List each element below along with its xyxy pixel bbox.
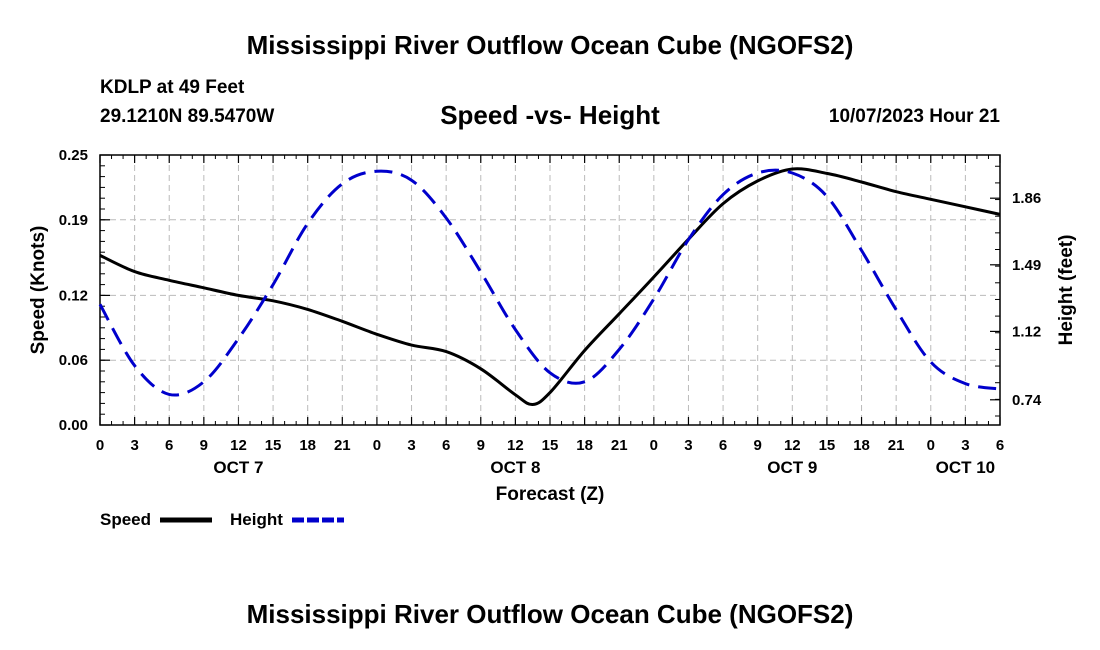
station-label: KDLP at 49 Feet: [100, 77, 245, 98]
x-tick-label: 9: [754, 437, 762, 454]
chart-subtitle: Speed -vs- Height: [440, 100, 660, 130]
y-tick-label: 0.25: [59, 147, 88, 164]
x-tick-label: 12: [784, 437, 801, 454]
day-label: OCT 9: [767, 458, 817, 477]
x-tick-label: 9: [477, 437, 485, 454]
series-line-speed: [99, 167, 1001, 406]
x-tick-label: 3: [407, 437, 415, 454]
x-tick-label: 0: [96, 437, 104, 454]
x-tick-label: 18: [853, 437, 870, 454]
x-tick-label: 21: [611, 437, 628, 454]
bottom-title: Mississippi River Outflow Ocean Cube (NG…: [246, 599, 854, 629]
station-coordinates: 29.1210N 89.5470W: [100, 106, 275, 127]
y2-tick-label: 1.49: [1012, 257, 1041, 274]
x-tick-label: 12: [230, 437, 247, 454]
day-label: OCT 10: [936, 458, 996, 477]
legend: Speed Height: [100, 510, 344, 529]
x-tick-label: 15: [819, 437, 836, 454]
x-axis-label: Forecast (Z): [496, 484, 605, 505]
series-line-height: [98, 168, 1001, 397]
axes: 0 3 6 9 12 15 18 21 0 3 6 9 12 15 18 21 0 3 6 9 12 15 18 21 0 3 6 0…: [59, 147, 1042, 477]
y2-tick-label: 0.74: [1012, 392, 1042, 409]
y2-tick-label: 1.86: [1012, 190, 1041, 207]
y-tick-label: 0.19: [59, 212, 88, 229]
y-tick-label: 0.06: [59, 352, 88, 369]
y-axis-label: Speed (Knots): [28, 226, 49, 355]
grid: [100, 155, 1000, 425]
series: [98, 167, 1001, 406]
day-label: OCT 7: [213, 458, 263, 477]
x-tick-label: 6: [165, 437, 173, 454]
x-tick-label: 18: [299, 437, 316, 454]
y-tick-label: 0.12: [59, 287, 88, 304]
x-tick-label: 6: [442, 437, 450, 454]
y2-axis-label: Height (feet): [1056, 235, 1077, 346]
x-tick-label: 0: [373, 437, 381, 454]
x-tick-label: 9: [200, 437, 208, 454]
x-tick-label: 3: [130, 437, 138, 454]
x-tick-label: 0: [927, 437, 935, 454]
x-tick-label: 21: [334, 437, 351, 454]
legend-speed-label: Speed: [100, 510, 151, 529]
day-label: OCT 8: [490, 458, 540, 477]
x-tick-label: 12: [507, 437, 524, 454]
chart-title: Mississippi River Outflow Ocean Cube (NG…: [246, 30, 854, 60]
x-tick-label: 3: [961, 437, 969, 454]
x-tick-label: 6: [996, 437, 1004, 454]
x-tick-label: 0: [650, 437, 658, 454]
x-tick-label: 15: [265, 437, 282, 454]
x-tick-label: 18: [576, 437, 593, 454]
x-tick-label: 15: [542, 437, 559, 454]
y2-tick-label: 1.12: [1012, 323, 1041, 340]
x-tick-label: 21: [888, 437, 905, 454]
legend-height-label: Height: [230, 510, 283, 529]
x-tick-label: 6: [719, 437, 727, 454]
forecast-datetime: 10/07/2023 Hour 21: [828, 106, 1000, 127]
y-tick-label: 0.00: [59, 417, 88, 434]
x-tick-label: 3: [684, 437, 692, 454]
